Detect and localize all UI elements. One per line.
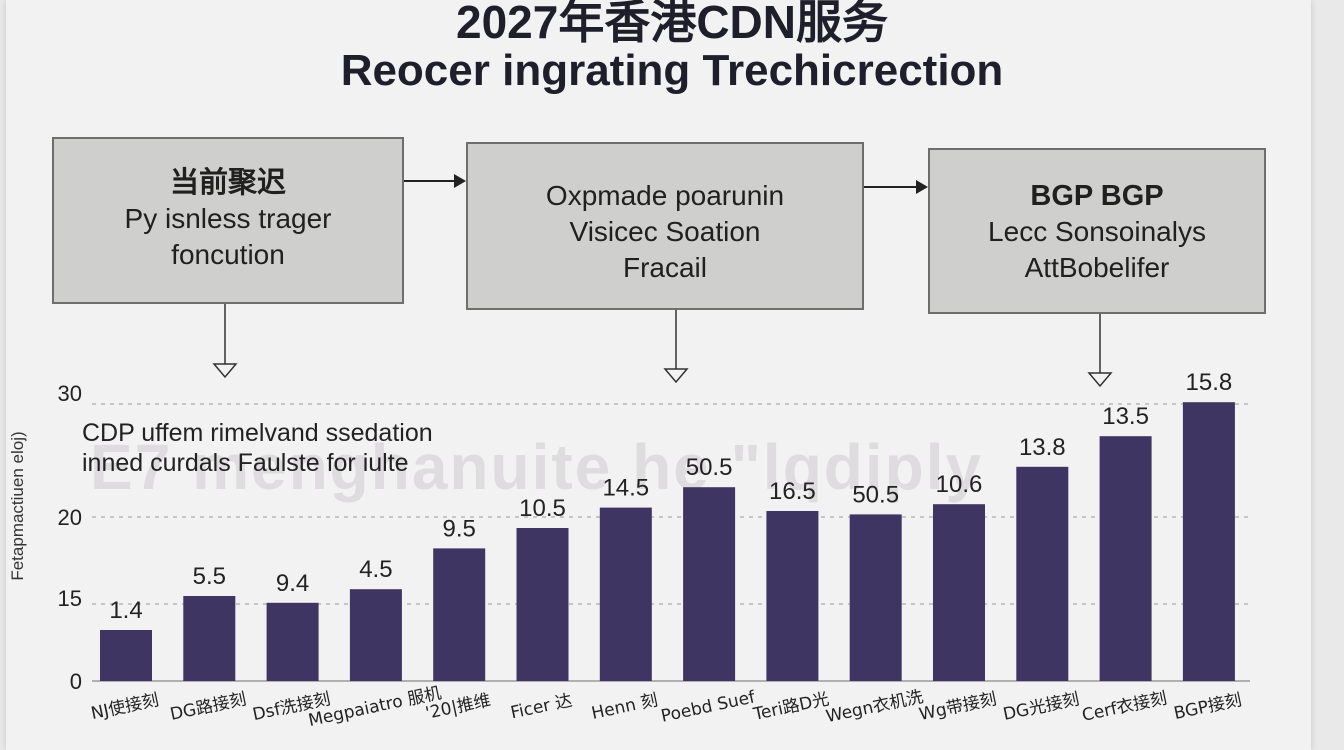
bar-value-label: 50.5	[852, 481, 899, 508]
y-tick-label: 30	[58, 381, 82, 406]
x-tick-label: Ficer 达	[509, 691, 574, 724]
bar	[599, 507, 652, 681]
flow-box-line: Fracail	[622, 252, 707, 283]
x-tick-label: Henn 刻	[590, 690, 660, 724]
annotation-line: CDP uffem rimelvand ssedation	[82, 419, 433, 447]
bar	[349, 589, 402, 681]
flow-box-optimization: Oxpmade poarunin Visicec Soation Fracail	[466, 142, 864, 310]
flow-box-line: Lecc Sonsoinalys	[988, 216, 1206, 247]
bar-value-label: 50.5	[686, 454, 733, 481]
flow-box-line: Py isnless trager	[124, 203, 332, 234]
y-tick-label: 20	[58, 505, 82, 530]
flow-box-heading: BGP BGP	[1030, 180, 1164, 212]
bar-value-label: 14.5	[602, 475, 649, 502]
bar	[516, 528, 569, 681]
arrowhead-icon	[916, 180, 928, 194]
x-tick-label: DG路接刻	[168, 689, 248, 725]
bar	[766, 511, 819, 681]
flow-box-heading: 当前聚迟	[169, 167, 286, 199]
bar-value-label: 1.4	[109, 597, 142, 624]
x-tick-label: Teri路D光	[751, 689, 831, 725]
bar	[1182, 402, 1235, 681]
bar-value-labels: 1.4 5.5 9.4 4.5 9.5 10.5 14.5 50.5 16.5 50.5 10.6 1…	[109, 369, 1232, 624]
y-tick-label: 0	[70, 669, 82, 694]
bar-value-label: 9.4	[276, 570, 309, 597]
chart-grid	[92, 403, 1250, 682]
y-tick-label: 15	[58, 586, 82, 611]
bar	[266, 602, 319, 681]
bar-value-label: 5.5	[193, 563, 226, 590]
y-axis-ticks: 0 15 20 30	[58, 381, 82, 694]
x-tick-label: Cerf衣接刻	[1080, 688, 1169, 726]
x-tick-label: BGP接刻	[1172, 690, 1243, 724]
bar	[1099, 436, 1152, 681]
page-title: 2027年香港CDN服务	[456, 0, 888, 48]
down-arrow-icon	[1087, 372, 1113, 388]
watermark-text: E7 menghanuite he "lqdiply	[90, 431, 984, 503]
flow-arrows	[212, 174, 1113, 388]
flow-box-line: AttBobelifer	[1024, 252, 1170, 283]
bar-value-label: 16.5	[769, 478, 816, 505]
flow-box-line: foncution	[171, 239, 285, 270]
x-tick-label: Wg带接刻	[917, 689, 998, 725]
bar-value-label: 9.5	[443, 515, 476, 542]
flow-box-current-latency: 当前聚迟 Py isnless trager foncution	[52, 137, 404, 304]
x-tick-label: DG光接刻	[1001, 689, 1081, 725]
bar	[1016, 466, 1069, 681]
bar	[849, 514, 902, 681]
bar	[933, 504, 985, 681]
bar-value-label: 13.8	[1019, 434, 1066, 461]
down-arrow-icon	[212, 363, 238, 379]
flow-box-bgp: BGP BGP Lecc Sonsoinalys AttBobelifer	[928, 148, 1266, 314]
arrowhead-icon	[454, 174, 466, 188]
bar-value-label: 10.6	[936, 471, 983, 498]
flow-box-line: Oxpmade poarunin	[545, 180, 785, 211]
bar-value-label: 13.5	[1102, 403, 1149, 430]
bar	[100, 630, 152, 681]
bar	[683, 487, 736, 681]
annotation-line: inned curdals Faulste for iulte	[82, 449, 409, 477]
flow-box-line: Visicec Soation	[569, 216, 761, 247]
bar-value-label: 15.8	[1186, 369, 1233, 396]
down-arrow-icon	[663, 368, 689, 384]
x-tick-label: Poebd Suef	[659, 687, 758, 727]
bar	[183, 596, 236, 681]
bar	[433, 548, 486, 681]
x-tick-label: NJ使接刻	[89, 689, 161, 724]
bars	[100, 402, 1235, 681]
bar-value-label: 10.5	[519, 495, 566, 522]
x-tick-label: Wegn衣机洗	[824, 687, 925, 727]
page-subtitle: Reocer ingrating Trechicrection	[340, 46, 1004, 95]
chart-annotation: CDP uffem rimelvand ssedation inned curd…	[82, 418, 433, 478]
bar-value-label: 4.5	[359, 556, 392, 583]
